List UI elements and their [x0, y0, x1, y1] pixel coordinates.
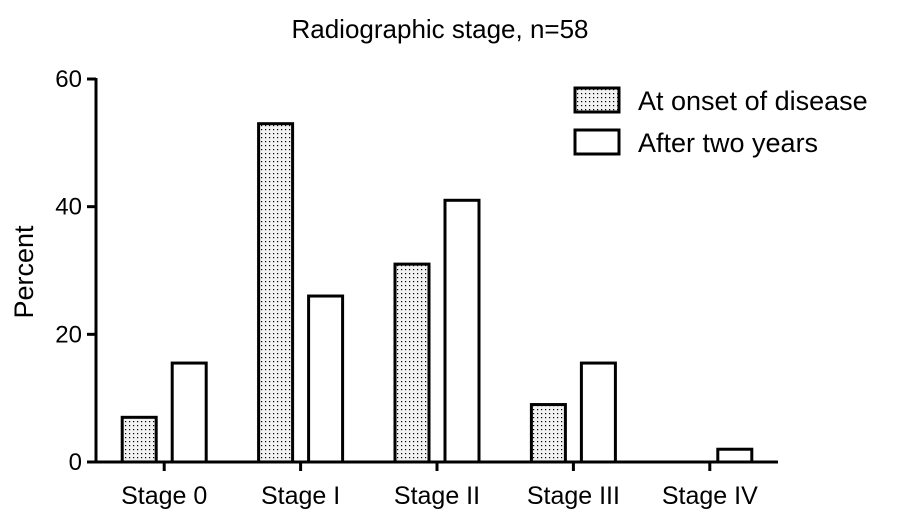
- bar: [393, 262, 431, 464]
- x-tick-label: Stage I: [261, 482, 340, 510]
- y-tick-label: 0: [69, 449, 82, 476]
- bar: [307, 294, 345, 464]
- y-tick-label: 20: [55, 321, 82, 348]
- x-tick-label: Stage II: [394, 482, 480, 510]
- bar: [443, 198, 481, 464]
- y-tick-label: 60: [55, 66, 82, 93]
- legend: At onset of disease After two years: [573, 86, 868, 158]
- y-axis-label: Percent: [9, 225, 39, 319]
- bar: [716, 447, 754, 464]
- legend-label: After two years: [638, 128, 818, 158]
- y-tick-label: 40: [55, 194, 82, 221]
- bar: [579, 361, 617, 464]
- bar: [257, 122, 295, 464]
- x-tick-label: Stage III: [527, 482, 620, 510]
- x-axis: Stage 0 Stage I Stage II Stage III Stage IV: [95, 460, 778, 510]
- x-tick-label: Stage 0: [121, 482, 207, 510]
- bar: [529, 403, 567, 464]
- bar: [170, 361, 208, 464]
- legend-label: At onset of disease: [638, 86, 868, 116]
- legend-swatch: [573, 86, 621, 114]
- legend-swatch: [573, 128, 621, 156]
- chart-title: Radiographic stage, n=58: [291, 14, 588, 44]
- bars: [120, 122, 754, 464]
- bar: [120, 415, 158, 464]
- y-axis: 0 20 40 60: [55, 66, 98, 476]
- x-tick-label: Stage IV: [662, 482, 758, 510]
